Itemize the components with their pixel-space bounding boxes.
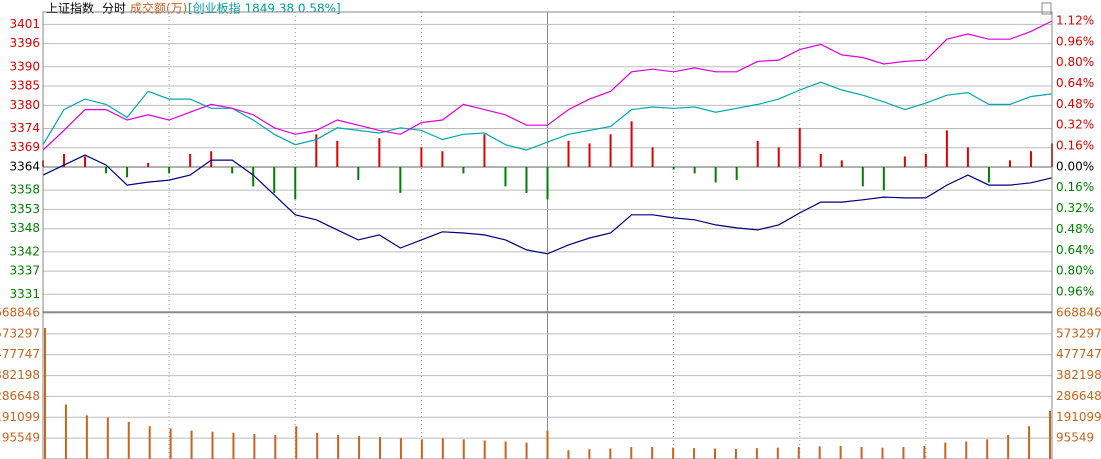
y-tick-label: 3380 — [9, 98, 40, 112]
chart-title: 上证指数 — [46, 1, 94, 16]
y-tick-label: 3337 — [9, 264, 40, 278]
y-tick-label: 3396 — [9, 36, 40, 50]
y-tick-label: 3401 — [9, 17, 40, 31]
y2-tick-label: 0.32% — [1056, 201, 1094, 215]
plot-frame — [42, 11, 1053, 459]
y-tick-label-right: 573297 — [1056, 326, 1101, 340]
y-tick-label: 3348 — [9, 221, 40, 235]
y2-tick-label: 0.64% — [1056, 76, 1094, 90]
y-tick-label: 3342 — [9, 244, 40, 258]
y-tick-label: 3331 — [9, 287, 40, 301]
series-line — [42, 81, 1053, 151]
y-tick-label: 3364 — [9, 160, 40, 174]
mode-label: 分时 — [102, 2, 126, 16]
y-tick-label: 477747 — [0, 347, 40, 361]
y2-tick-label: 0.48% — [1056, 222, 1094, 236]
y-tick-label: 3374 — [9, 121, 40, 135]
annotation: [创业板指 1849.38 0.58%] — [188, 1, 341, 16]
y2-tick-label: 0.80% — [1056, 264, 1094, 278]
y-tick-label-right: 191099 — [1056, 410, 1101, 424]
y2-tick-label: 0.00% — [1056, 159, 1094, 173]
y2-tick-label: 0.16% — [1056, 139, 1094, 153]
y-tick-label: 3369 — [9, 140, 40, 154]
y-tick-label-right: 286648 — [1056, 389, 1101, 403]
y-tick-label: 3353 — [9, 202, 40, 216]
y-tick-label: 95549 — [2, 431, 40, 445]
y2-tick-label: 0.80% — [1056, 55, 1094, 69]
y-tick-label: 286648 — [0, 389, 40, 403]
series-line — [42, 20, 1053, 151]
y-tick-label-right: 668846 — [1056, 305, 1101, 319]
y-tick-label: 3390 — [9, 59, 40, 73]
volume-title: 成交额(万) — [130, 1, 187, 16]
window-button[interactable] — [1041, 2, 1052, 15]
y-tick-label: 573297 — [0, 326, 40, 340]
y-tick-label-right: 95549 — [1056, 431, 1094, 445]
y2-tick-label: 0.64% — [1056, 243, 1094, 257]
y2-tick-label: 0.96% — [1056, 284, 1094, 298]
y-tick-label-right: 477747 — [1056, 347, 1101, 361]
y-tick-label: 191099 — [0, 410, 40, 424]
y2-tick-label: 0.16% — [1056, 180, 1094, 194]
y-tick-label-right: 382198 — [1056, 368, 1101, 382]
y-tick-label: 382198 — [0, 368, 40, 382]
y2-tick-label: 0.48% — [1056, 97, 1094, 111]
y-tick-label: 3358 — [9, 183, 40, 197]
y2-tick-label: 1.12% — [1056, 13, 1094, 27]
y2-tick-label: 0.32% — [1056, 118, 1094, 132]
series-line — [42, 154, 1053, 255]
y2-tick-label: 0.96% — [1056, 34, 1094, 48]
y-tick-label: 668846 — [0, 305, 40, 319]
y-tick-label: 3385 — [9, 79, 40, 93]
